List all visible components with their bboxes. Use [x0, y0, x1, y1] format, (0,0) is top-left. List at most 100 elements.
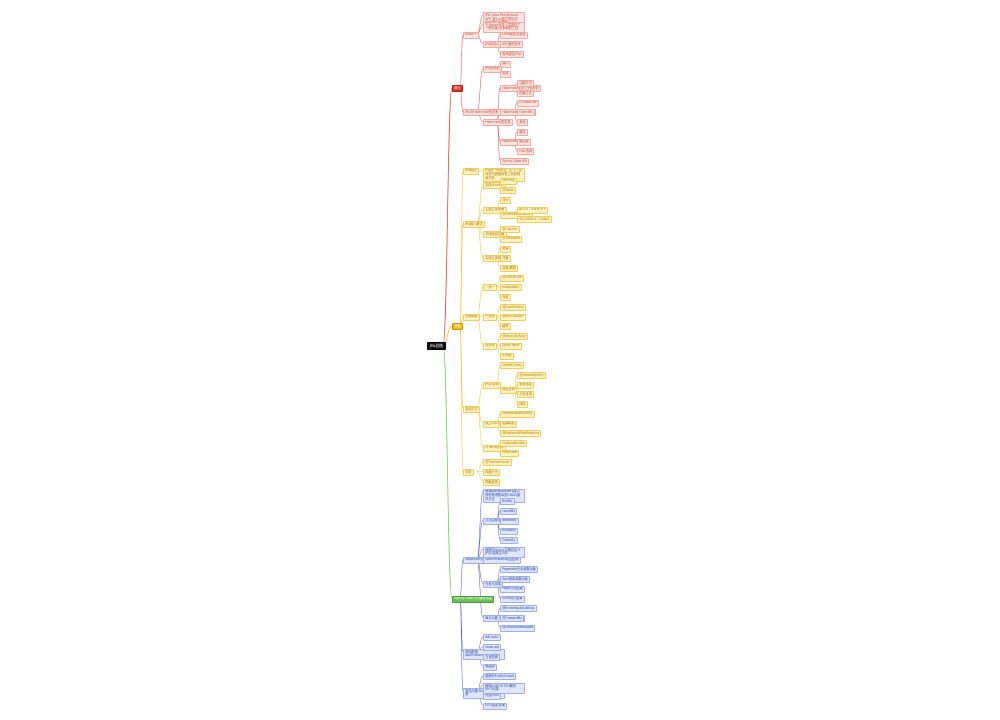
topic-node[interactable]: 注解方式: [517, 80, 535, 88]
topic-node[interactable]: ddl-auto: [483, 634, 501, 642]
topic-node[interactable]: Page分页结果: [500, 585, 525, 593]
topic-node[interactable]: 查询语言JPQL: [500, 51, 525, 59]
topic-node[interactable]: SEQUENCE / TABLE: [517, 216, 552, 224]
topic-node[interactable]: 开启OSIV: [483, 692, 502, 700]
topic-node[interactable]: Hibernate是实现: [483, 119, 513, 127]
topic-node[interactable]: Sort排序参数对象: [500, 576, 531, 584]
topic-node[interactable]: 外键: [500, 294, 511, 302]
branch-node[interactable]: 基础: [452, 323, 463, 331]
topic-node[interactable]: CriteriaBuilder: [500, 440, 528, 448]
topic-node[interactable]: JPA与Hibernate的关系: [463, 109, 501, 117]
topic-node[interactable]: 命名查询: [500, 386, 518, 394]
topic-node[interactable]: Slice切片结果: [500, 595, 525, 603]
topic-node[interactable]: 新建: [500, 245, 511, 253]
topic-node[interactable]: 懒加载: [517, 138, 531, 146]
connector-line: [476, 184, 484, 225]
connector-line: [442, 87, 453, 346]
topic-node[interactable]: Predicate: [500, 449, 520, 457]
branch-node[interactable]: Spring Data JPA使用总结: [452, 595, 494, 603]
topic-node[interactable]: @CreatedBy: [500, 615, 525, 623]
topic-node[interactable]: existsBy: [500, 527, 518, 535]
topic-node[interactable]: HQL查询: [517, 148, 535, 156]
root-node[interactable]: JPA总结: [427, 342, 446, 351]
topic-node[interactable]: EclipseLink: [517, 99, 540, 107]
topic-node[interactable]: @Transactional: [483, 459, 512, 467]
topic-node[interactable]: 一对一: [483, 284, 497, 292]
topic-node[interactable]: JPA概述: [463, 167, 479, 175]
topic-node[interactable]: 多对多: [483, 342, 497, 350]
topic-node[interactable]: @Entity: [500, 177, 517, 185]
topic-node[interactable]: mappedBy: [500, 284, 522, 292]
topic-node[interactable]: 分页查询: [517, 391, 535, 399]
topic-node[interactable]: @SqlResultSetMapping: [500, 430, 542, 438]
branch-node[interactable]: 简介: [452, 85, 463, 93]
topic-node[interactable]: @LastModifiedDate: [500, 624, 536, 632]
topic-node[interactable]: @JoinColumn: [500, 313, 526, 321]
topic-node[interactable]: JPQL查询: [483, 381, 501, 389]
connector-line: [496, 316, 501, 327]
topic-node[interactable]: @OneToMany: [500, 303, 527, 311]
topic-node[interactable]: 隔离级别: [483, 478, 501, 486]
topic-node[interactable]: JPA是规范: [483, 65, 502, 73]
topic-node[interactable]: 托管: [500, 255, 511, 263]
topic-node[interactable]: 级联: [500, 323, 511, 331]
topic-node[interactable]: 游离/删除: [500, 265, 519, 273]
topic-node[interactable]: 参数绑定: [517, 381, 535, 389]
topic-node[interactable]: 字段映射注解: [483, 231, 507, 238]
topic-node[interactable]: JPA核心概念: [463, 221, 485, 229]
topic-node[interactable]: findBy: [500, 498, 515, 506]
topic-node[interactable]: 数据源: [483, 663, 497, 671]
topic-node[interactable]: JPA简介: [463, 31, 479, 39]
topic-node[interactable]: 中间表: [500, 352, 514, 360]
topic-node[interactable]: Spring Data JPA: [500, 158, 530, 166]
connector-line: [442, 344, 453, 599]
topic-node[interactable]: @JoinTable: [500, 342, 522, 350]
topic-node[interactable]: @Table: [500, 187, 516, 195]
topic-node[interactable]: 结果映射: [500, 420, 518, 428]
topic-node[interactable]: DTO投影查询: [483, 702, 508, 710]
topic-node[interactable]: 关联映射: [463, 313, 481, 321]
topic-node[interactable]: 接口: [500, 60, 511, 68]
topic-node[interactable]: @NamedQuery: [517, 371, 546, 379]
topic-node[interactable]: API: [500, 41, 510, 49]
topic-node[interactable]: 排序: [517, 401, 528, 409]
topic-node[interactable]: 方言配置: [483, 653, 501, 661]
topic-node[interactable]: 事务: [463, 469, 474, 477]
topic-node[interactable]: OrderBy: [500, 537, 518, 545]
topic-node[interactable]: ORM映射元数据: [500, 31, 528, 39]
connector-line: [459, 170, 464, 327]
topic-node[interactable]: 主键生成策略: [483, 206, 507, 214]
topic-node[interactable]: OpenJPA: [517, 109, 535, 117]
topic-node[interactable]: @Transient: [500, 235, 523, 243]
topic-node[interactable]: createNativeQuery: [500, 410, 535, 418]
topic-node[interactable]: 使用JOIN FETCH解决N+1问题: [483, 683, 525, 694]
topic-node[interactable]: Pageable分页参数对象: [500, 566, 539, 574]
topic-node[interactable]: @ManyToMany: [500, 333, 529, 341]
connector-line: [459, 34, 464, 89]
connector-line: [476, 471, 484, 482]
connector-line: [459, 597, 464, 691]
topic-node[interactable]: 标准: [500, 70, 511, 78]
topic-node[interactable]: 一对多: [483, 313, 497, 321]
topic-node[interactable]: AUTO / IDENTITY: [517, 206, 549, 214]
topic-node[interactable]: 配置方式: [517, 90, 535, 98]
topic-node[interactable]: 分页与排序: [483, 581, 504, 588]
topic-node[interactable]: deleteBy: [500, 517, 519, 525]
topic-node[interactable]: 其他: [517, 119, 528, 127]
topic-node[interactable]: 缓存: [517, 128, 528, 136]
topic-node[interactable]: 查询方式: [463, 406, 481, 413]
topic-node[interactable]: @EnableJpaAuditing: [500, 605, 537, 613]
topic-node[interactable]: countBy: [500, 508, 518, 516]
topic-node[interactable]: 实体(Entity): [483, 182, 506, 190]
topic-node[interactable]: createQuery: [500, 362, 525, 370]
topic-node[interactable]: Criteria查询: [483, 444, 506, 452]
topic-node[interactable]: 使用@EntityGraph: [483, 673, 517, 681]
topic-node[interactable]: @Column: [500, 226, 520, 234]
topic-node[interactable]: show-sql: [483, 644, 502, 652]
topic-node[interactable]: @OneToOne: [500, 274, 524, 282]
topic-node[interactable]: Specification动态查询: [483, 556, 521, 564]
connector-line: [476, 316, 484, 346]
topic-node[interactable]: @GeneratedValue: [500, 211, 534, 219]
topic-node[interactable]: @Id: [500, 196, 511, 204]
topic-node[interactable]: 传播行为: [483, 469, 501, 477]
